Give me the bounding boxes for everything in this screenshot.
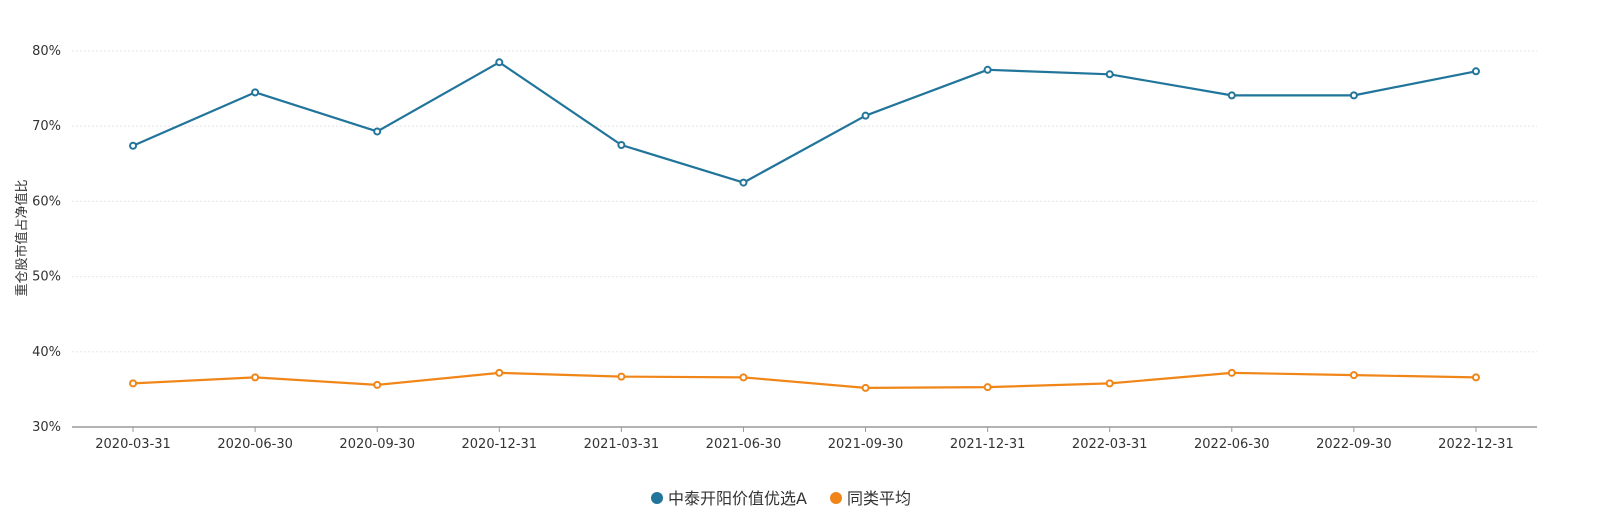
data-point[interactable]: [251, 373, 260, 382]
data-point[interactable]: [861, 111, 870, 120]
data-point[interactable]: [495, 58, 504, 67]
data-point[interactable]: [1471, 373, 1480, 382]
series-0: [129, 58, 1480, 187]
data-point[interactable]: [617, 372, 626, 381]
data-point[interactable]: [861, 383, 870, 392]
data-point[interactable]: [129, 379, 138, 388]
series-layer: [129, 58, 1480, 392]
data-point[interactable]: [983, 383, 992, 392]
x-tick-label: 2020-12-31: [462, 437, 538, 452]
y-tick-label: 70%: [32, 119, 61, 134]
data-point[interactable]: [1227, 91, 1236, 100]
x-tick-label: 2022-06-30: [1194, 437, 1270, 452]
series-line: [132, 371, 1476, 389]
legend-marker: [830, 492, 842, 504]
data-point[interactable]: [983, 65, 992, 74]
x-tick-label: 2020-09-30: [339, 437, 415, 452]
data-point[interactable]: [1349, 91, 1358, 100]
y-tick-label: 40%: [32, 345, 61, 360]
x-tick-label: 2021-09-30: [828, 437, 904, 452]
legend-label: 中泰开阳价值优选A: [668, 489, 807, 508]
x-tick-label: 2021-06-30: [706, 437, 782, 452]
data-point[interactable]: [373, 127, 382, 136]
data-point[interactable]: [373, 380, 382, 389]
series-line: [132, 61, 1477, 184]
axes: 30% 40% 50% 60% 70% 80% 2020-03-31 2020-06-30 20…: [32, 44, 1537, 452]
data-point[interactable]: [1105, 379, 1114, 388]
y-tick-label: 60%: [32, 194, 61, 209]
y-axis-title: 重仓股市值占净值比: [14, 179, 30, 296]
data-point[interactable]: [739, 373, 748, 382]
legend-item-1[interactable]: 同类平均: [830, 489, 911, 508]
series-1: [129, 368, 1480, 392]
x-tick-label: 2021-12-31: [950, 437, 1026, 452]
x-tick-label: 2020-03-31: [95, 437, 171, 452]
data-point[interactable]: [1349, 371, 1358, 380]
grid-lines: [72, 50, 1537, 353]
legend-label: 同类平均: [847, 489, 911, 508]
y-tick-label: 50%: [32, 270, 61, 285]
data-point[interactable]: [1471, 67, 1480, 76]
x-tick-label: 2020-06-30: [217, 437, 293, 452]
data-point[interactable]: [129, 141, 138, 150]
y-tick-label: 80%: [32, 44, 61, 59]
legend-item-0[interactable]: 中泰开阳价值优选A: [651, 489, 807, 508]
data-point[interactable]: [1105, 70, 1114, 79]
legend[interactable]: 中泰开阳价值优选A 同类平均: [651, 489, 911, 508]
legend-marker: [651, 492, 663, 504]
x-tick-label: 2022-12-31: [1438, 437, 1514, 452]
data-point[interactable]: [495, 368, 504, 377]
x-tick-label: 2022-09-30: [1316, 437, 1392, 452]
x-tick-label: 2021-03-31: [584, 437, 660, 452]
data-point[interactable]: [739, 178, 748, 187]
x-tick-label: 2022-03-31: [1072, 437, 1148, 452]
data-point[interactable]: [1227, 368, 1236, 377]
data-point[interactable]: [617, 141, 626, 149]
y-tick-label: 30%: [32, 420, 61, 435]
data-point[interactable]: [251, 88, 260, 97]
